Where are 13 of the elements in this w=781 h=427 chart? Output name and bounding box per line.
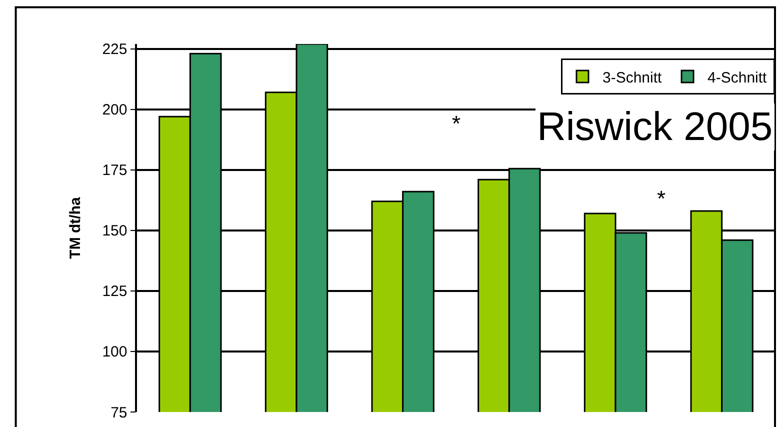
y-tick-label: 125	[102, 283, 128, 300]
annotation: *	[657, 186, 666, 211]
y-axis-title: TM dt/ha	[66, 196, 84, 259]
annotation: Riswick 2005	[537, 105, 773, 149]
y-tick-label: 175	[102, 162, 128, 180]
legend-label: 3-Schnitt	[602, 69, 663, 86]
y-tick-label: 100	[102, 344, 128, 361]
y-tick-label: 200	[102, 102, 128, 119]
annotation: *	[452, 111, 461, 136]
y-tick-label: 150	[102, 222, 128, 240]
y-tick-label: 75	[110, 404, 128, 422]
y-tick-label: 225	[102, 41, 128, 58]
legend-label: 4-Schnitt	[708, 69, 768, 86]
